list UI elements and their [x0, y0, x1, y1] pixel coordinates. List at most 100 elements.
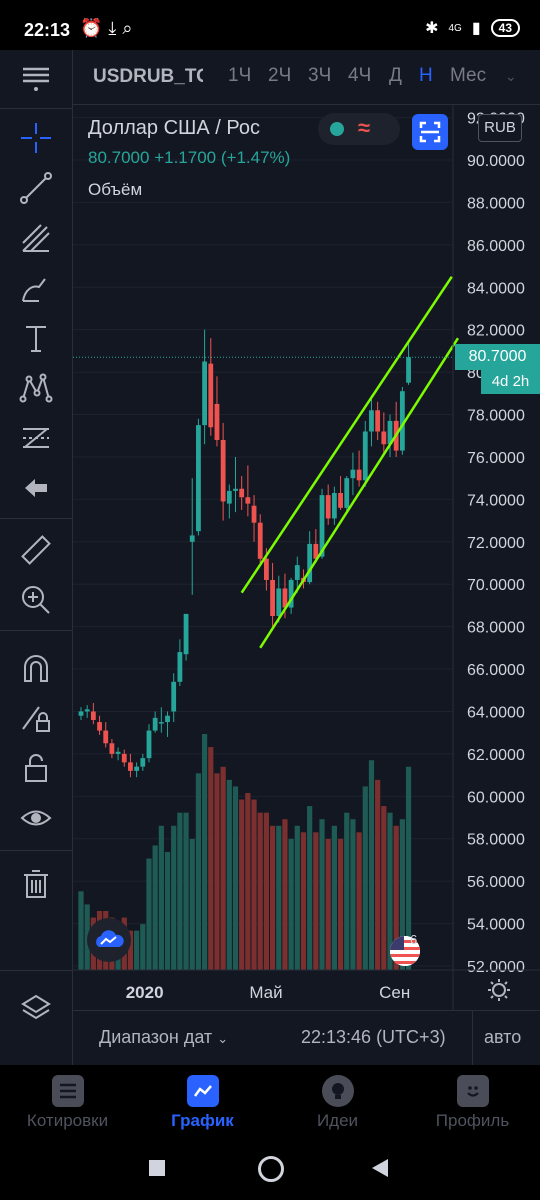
eye-icon[interactable]: [14, 796, 58, 840]
volume-bar: [245, 793, 251, 970]
volume-bar: [300, 832, 307, 970]
candle-body: [171, 681, 177, 712]
chevron-down-icon[interactable]: ⌄: [505, 68, 517, 84]
ruler-icon[interactable]: [14, 528, 58, 572]
volume-bar: [263, 812, 269, 970]
layers-icon[interactable]: [14, 986, 58, 1030]
channel-lower-line: [259, 337, 460, 649]
fib-retracement-icon[interactable]: [14, 416, 58, 460]
volume-bar: [307, 806, 313, 970]
chart-icon: [186, 1075, 219, 1107]
volume-bar: [195, 773, 202, 970]
volume-bar: [220, 766, 226, 970]
price-tick-label: 88.0000: [467, 195, 525, 212]
economic-event-flag-icon[interactable]: [390, 936, 420, 966]
date-range-button[interactable]: Диапазон дат ⌄: [99, 1027, 228, 1048]
status-time: 22:13: [24, 20, 71, 40]
candle-body: [331, 493, 337, 519]
candle-body: [356, 469, 362, 481]
menu-icon[interactable]: [14, 56, 58, 100]
candle-body: [245, 497, 251, 504]
timeframe-3h[interactable]: 3Ч: [308, 65, 332, 86]
timeframe-week[interactable]: Н: [419, 65, 433, 86]
magnet-icon[interactable]: [14, 646, 58, 690]
crosshair-icon[interactable]: [14, 116, 58, 160]
candle-body: [264, 558, 269, 580]
volume-bar: [257, 812, 263, 970]
price-tick-label: 70.0000: [467, 577, 525, 594]
candle-body: [362, 431, 368, 481]
candle-body: [288, 579, 294, 608]
status-right-icons: ✱ 4G ▮ 43: [425, 18, 520, 38]
timeframe-2h[interactable]: 2Ч: [268, 65, 292, 86]
legend-price: 80.7000 +1.1700 (+1.47%): [88, 148, 290, 168]
price-tick-label: 62.0000: [467, 747, 525, 764]
bar-countdown: 4d 2h: [481, 370, 540, 395]
nav-chart[interactable]: График: [135, 1069, 270, 1131]
unlock-icon[interactable]: [14, 746, 58, 790]
price-tick-label: 90.0000: [467, 153, 525, 170]
volume-bars: [78, 734, 412, 970]
volume-bar: [399, 819, 405, 970]
price-tick-label: 78.0000: [467, 408, 525, 425]
text-icon[interactable]: [14, 316, 58, 360]
timeframe-month[interactable]: Мес: [450, 65, 487, 86]
price-tick-label: 68.0000: [467, 620, 525, 637]
back-arrow-icon[interactable]: [14, 466, 58, 510]
pattern-icon[interactable]: [14, 366, 58, 410]
timeframe-1h[interactable]: 1Ч: [228, 65, 252, 86]
candle-body: [196, 425, 201, 532]
candle-body: [239, 488, 245, 498]
timeframe-4h[interactable]: 4Ч: [348, 65, 372, 86]
volume-bar: [381, 806, 387, 970]
volume-bar: [183, 812, 189, 970]
candle-body: [233, 488, 238, 491]
auto-scale-toggle[interactable]: авто: [484, 1027, 522, 1047]
nav-profile[interactable]: Профиль: [405, 1069, 540, 1131]
current-price-tag: 80.7000: [455, 344, 540, 371]
price-tick-label: 60.0000: [467, 789, 525, 806]
brush-icon[interactable]: [14, 266, 58, 310]
volume-bar: [344, 812, 350, 970]
currency-badge[interactable]: RUB: [478, 114, 522, 142]
candle-body: [226, 490, 232, 504]
candle-body: [350, 469, 356, 479]
network-label: 4G: [448, 22, 462, 34]
candle-body: [381, 431, 387, 445]
volume-bar: [288, 838, 294, 970]
price-tick-label: 54.0000: [467, 917, 525, 934]
zoom-in-icon[interactable]: [14, 578, 58, 622]
recents-icon[interactable]: [149, 1160, 165, 1176]
volume-bar: [177, 812, 183, 970]
volume-bar: [362, 786, 368, 970]
home-icon[interactable]: [258, 1156, 284, 1182]
volume-bar: [282, 819, 288, 970]
volume-bar: [164, 852, 171, 970]
volume-bar: [387, 812, 393, 970]
candle-body: [270, 579, 275, 617]
pitchfork-icon[interactable]: [14, 216, 58, 260]
lock-drawing-icon[interactable]: [14, 696, 58, 740]
candle-body: [177, 652, 183, 682]
settings-icon[interactable]: [487, 978, 511, 1007]
candle-body: [313, 543, 319, 559]
candle-body: [387, 420, 393, 445]
trend-line-icon[interactable]: [14, 166, 58, 210]
timeframe-day[interactable]: Д: [389, 65, 402, 86]
timezone-clock[interactable]: 22:13:46 (UTC+3): [301, 1027, 446, 1047]
nav-quotes[interactable]: Котировки: [0, 1069, 135, 1131]
time-tick-label: Сен: [379, 983, 410, 1002]
trash-icon[interactable]: [14, 862, 58, 906]
nav-ideas[interactable]: Идеи: [270, 1069, 405, 1131]
fullscreen-button[interactable]: [412, 114, 448, 150]
candle-body: [115, 751, 121, 754]
alarm-icon: ⏰: [80, 18, 109, 38]
price-chart[interactable]: 92.000090.000088.000086.000084.000082.00…: [73, 104, 540, 1010]
channel-lines: [240, 275, 460, 649]
price-tick-label: 58.0000: [467, 832, 525, 849]
symbol-search[interactable]: USDRUB_TOM: [93, 66, 203, 87]
candle-body: [134, 766, 140, 771]
tradingview-logo-button[interactable]: [87, 918, 131, 962]
back-icon[interactable]: [372, 1159, 388, 1177]
legend-status-pill[interactable]: ≈: [318, 113, 400, 145]
